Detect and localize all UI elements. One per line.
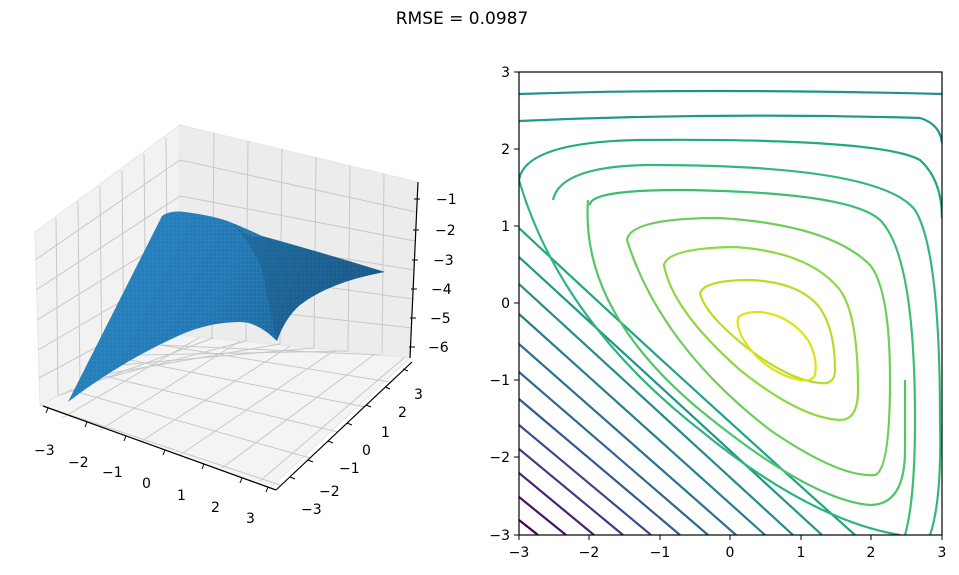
y-tick-labels: −3 −2 −1 0 1 2 3 [301, 387, 423, 518]
svg-text:3: 3 [414, 387, 423, 403]
contour-x-tick-labels: −3 −2 −1 0 1 2 3 [509, 545, 947, 561]
figure-title: RMSE = 0.0987 [395, 9, 529, 29]
svg-text:2: 2 [867, 545, 876, 561]
axis-lines [42, 181, 419, 491]
contour-frame [518, 71, 943, 536]
svg-text:0: 0 [726, 545, 735, 561]
svg-text:−1: −1 [650, 545, 671, 561]
svg-text:3: 3 [938, 545, 947, 561]
svg-text:−5: −5 [430, 311, 451, 327]
svg-text:−6: −6 [428, 340, 449, 356]
contour-axes: 3 2 1 0 −1 −2 −3 −3 −2 −1 0 1 2 3 [489, 65, 946, 561]
svg-text:3: 3 [246, 511, 255, 527]
svg-text:−4: −4 [431, 282, 452, 298]
svg-text:−1: −1 [489, 373, 510, 389]
svg-text:1: 1 [177, 488, 186, 504]
svg-text:−3: −3 [489, 528, 510, 544]
contour-lines [519, 89, 942, 535]
x-tick-labels: −3 −2 −1 0 1 2 3 [34, 443, 255, 527]
svg-text:1: 1 [381, 425, 390, 441]
svg-text:−3: −3 [301, 502, 322, 518]
svg-text:1: 1 [501, 219, 510, 235]
svg-text:−2: −2 [579, 545, 600, 561]
svg-text:2: 2 [211, 500, 220, 516]
svg-text:−2: −2 [489, 450, 510, 466]
svg-text:2: 2 [501, 142, 510, 158]
svg-text:0: 0 [142, 476, 151, 492]
svg-text:0: 0 [501, 296, 510, 312]
svg-text:−2: −2 [319, 484, 340, 500]
svg-text:2: 2 [398, 405, 407, 421]
svg-text:−2: −2 [435, 223, 456, 239]
svg-text:−1: −1 [436, 192, 457, 208]
svg-text:3: 3 [501, 65, 510, 81]
svg-text:0: 0 [362, 443, 371, 459]
svg-text:−2: −2 [68, 455, 89, 471]
svg-text:−1: −1 [339, 461, 360, 477]
svg-text:−3: −3 [34, 443, 55, 459]
svg-text:−3: −3 [433, 253, 454, 269]
svg-text:−3: −3 [509, 545, 530, 561]
surface-3d-axes: −3 −2 −1 0 1 2 3 −3 −2 −1 0 1 2 3 [34, 124, 457, 527]
svg-text:−1: −1 [102, 465, 123, 481]
contour-y-tick-labels: 3 2 1 0 −1 −2 −3 [489, 65, 510, 544]
svg-text:1: 1 [797, 545, 806, 561]
z-tick-labels: −1 −2 −3 −4 −5 −6 [428, 192, 457, 356]
